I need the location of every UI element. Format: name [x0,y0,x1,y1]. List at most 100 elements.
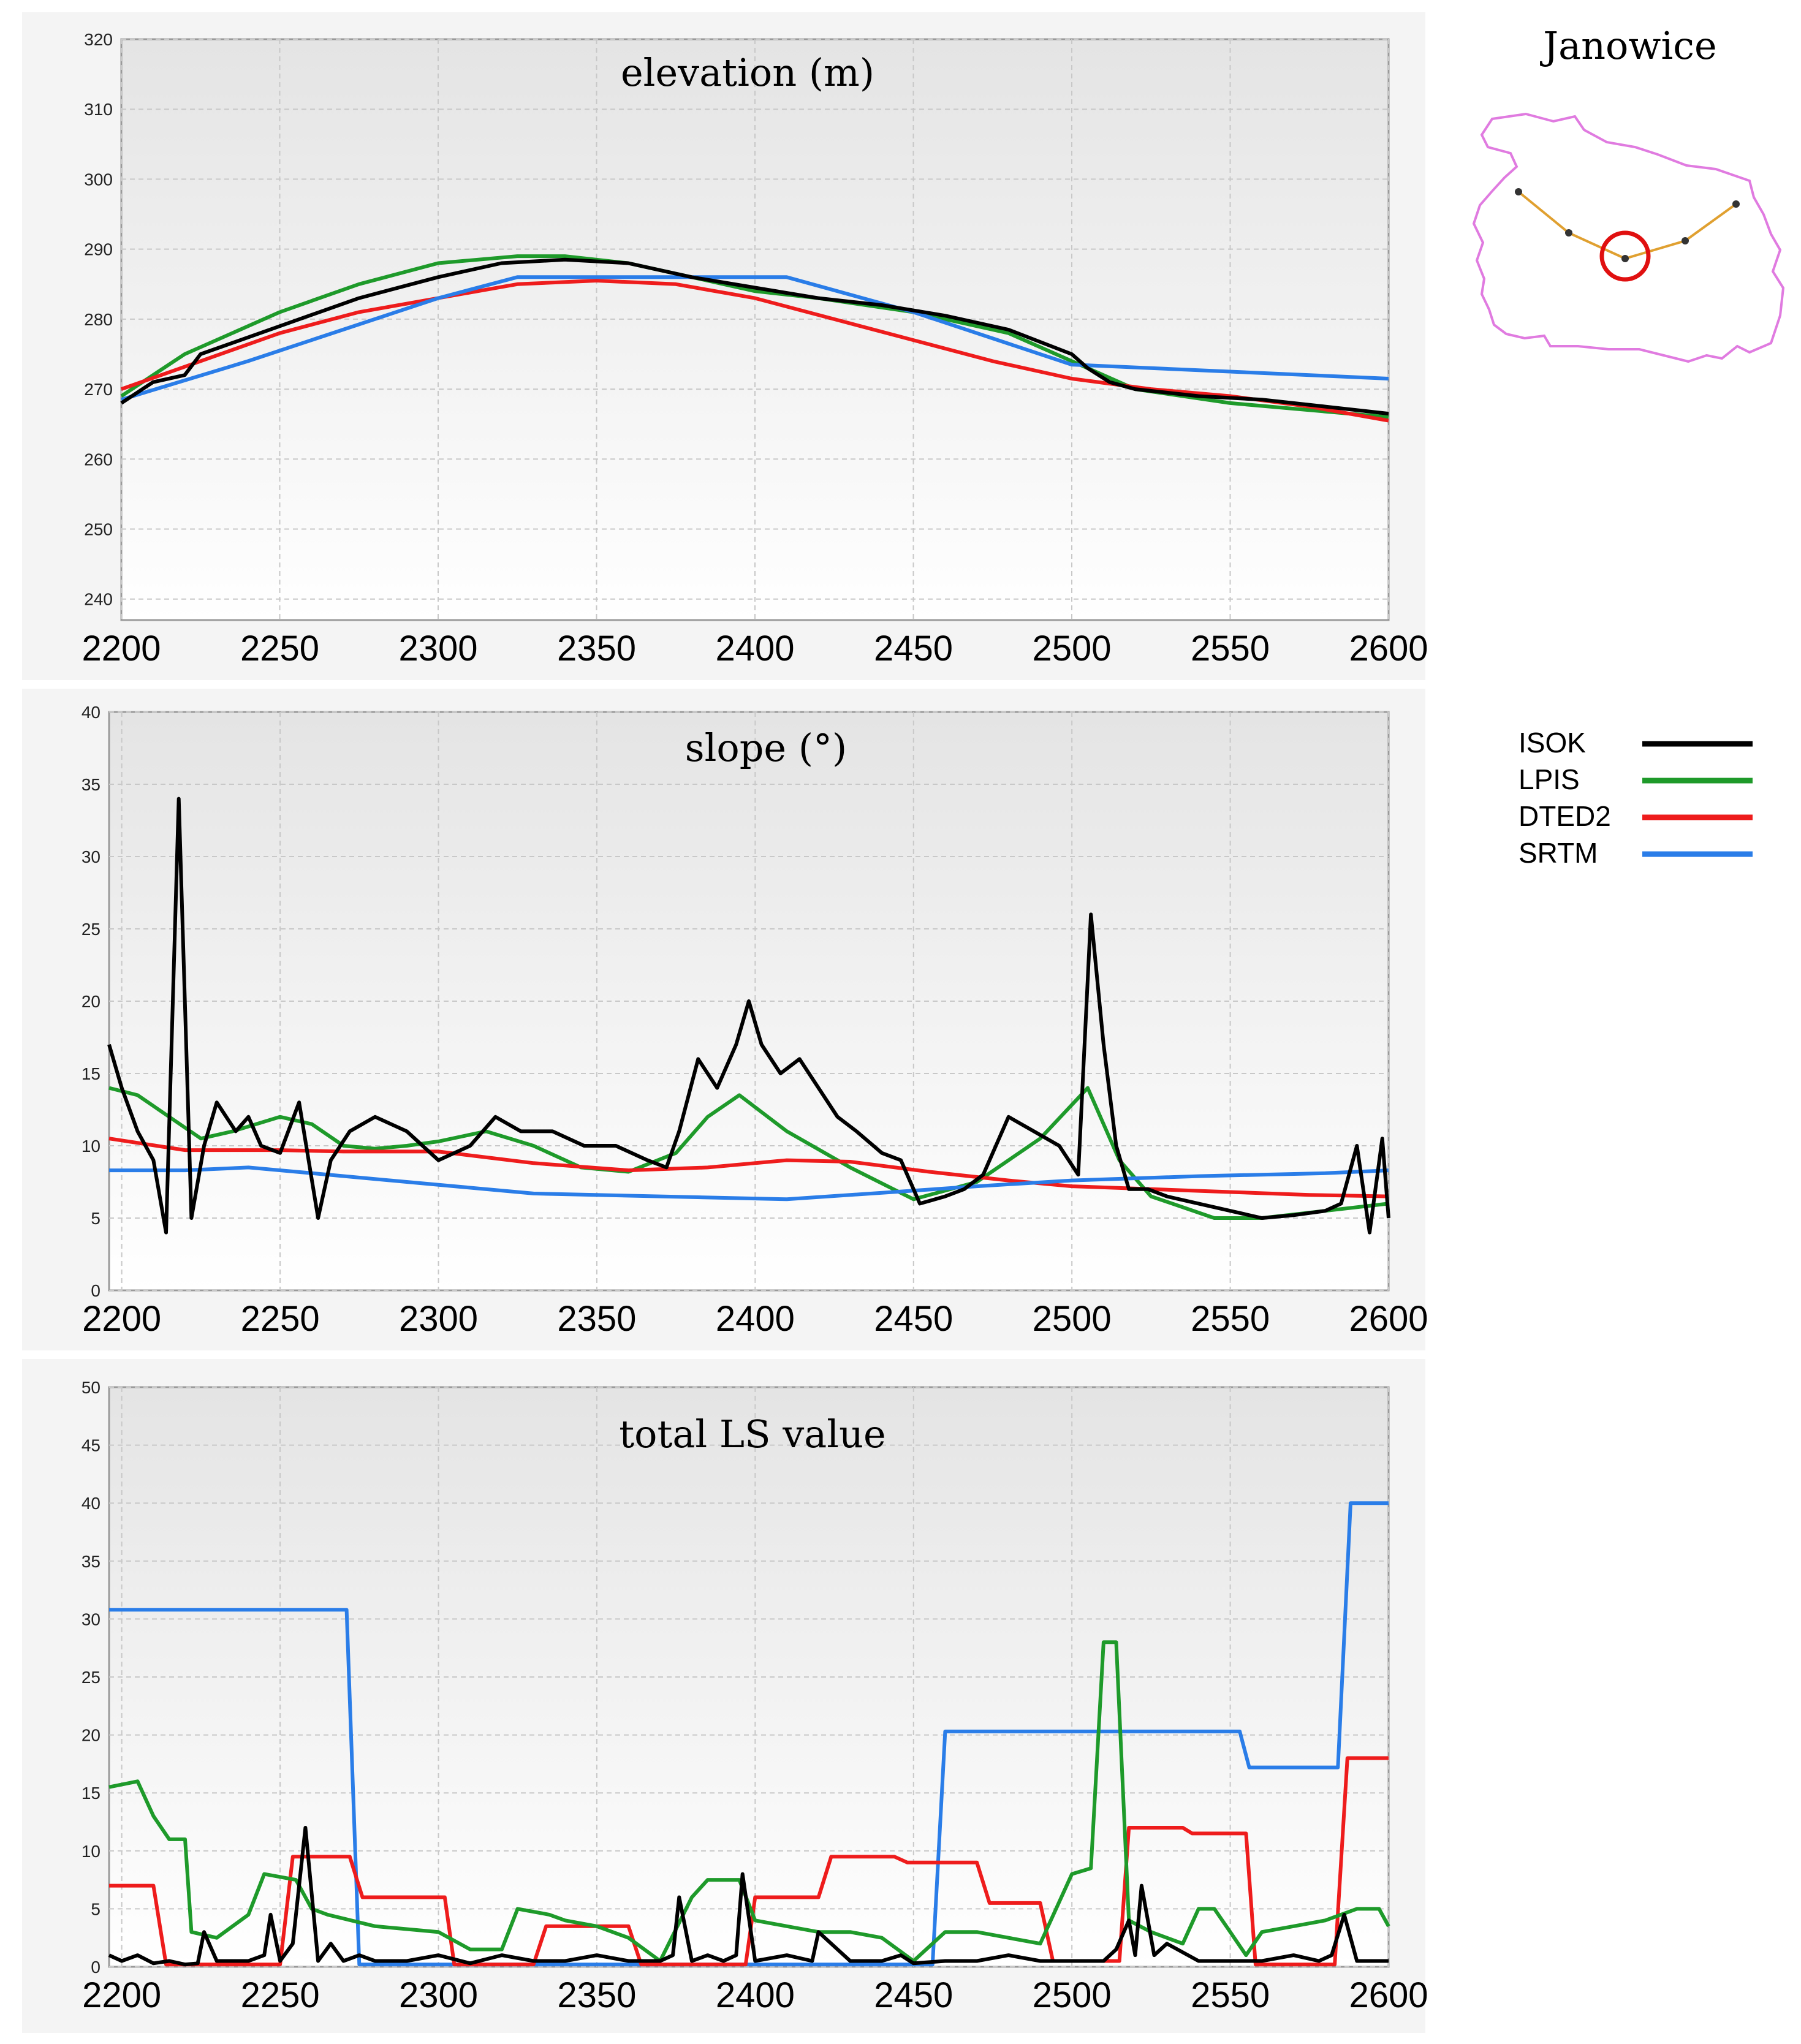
gridlines [121,39,1389,620]
x-tick-label: 2250 [240,629,319,668]
y-tick-label: 15 [82,1064,100,1083]
series-line-isok [120,257,1389,416]
x-tick-label: 2200 [82,629,161,668]
y-tick-label: 25 [82,1668,100,1687]
x-tick-label: 2450 [874,1299,953,1339]
x-tick-label: 2500 [1033,1975,1112,2015]
transect-point [1565,229,1572,237]
x-tick-label: 2600 [1349,629,1428,668]
transect-point [1515,188,1522,195]
series-lines [107,797,1390,1235]
series-line-srtm [121,275,1389,402]
y-tick-label: 20 [82,992,100,1011]
x-tick-label: 2300 [398,629,477,668]
location-map: Janowice [1472,23,1785,363]
series-line-dted2 [108,1137,1389,1198]
y-tick-label: 240 [84,590,113,609]
series-line-isok [108,1826,1389,1967]
x-tick-label: 2450 [874,629,953,668]
ls-value-panel: 0 5 10 15 20 25 30 35 40 45 50 2200 2250 2300 2350 240… [22,1359,1428,2033]
legend-label-dted2: DTED2 [1519,800,1611,832]
x-tick-label: 2550 [1191,1299,1270,1339]
transect-point [1732,200,1740,208]
x-tick-label: 2400 [716,1299,795,1339]
x-tick-label: 2350 [557,1299,636,1339]
x-tick-label: 2250 [241,1299,320,1339]
legend-label-lpis: LPIS [1519,763,1580,795]
y-tick-label: 10 [82,1842,100,1861]
y-tick-labels: 0 5 10 15 20 25 30 35 40 [82,703,100,1300]
y-tick-label: 30 [82,1610,100,1629]
field-boundary-outline [1472,112,1785,363]
y-tick-label: 20 [82,1726,100,1745]
y-tick-label: 260 [84,450,113,469]
x-tick-label: 2600 [1349,1975,1428,2015]
y-tick-label: 15 [82,1784,100,1803]
y-tick-label: 5 [91,1899,100,1918]
y-tick-label: 45 [82,1436,100,1455]
y-tick-label: 40 [82,1494,100,1513]
y-tick-label: 280 [84,310,113,329]
series-line-dted2 [121,279,1389,423]
series-line-lpis [108,1640,1390,1963]
highlight-circle [1599,230,1651,282]
series-lines [108,1501,1390,1967]
x-tick-label: 2500 [1033,1299,1112,1339]
legend: ISOK LPIS DTED2 SRTM [1519,727,1753,869]
x-tick-label: 2600 [1349,1299,1428,1339]
legend-label-isok: ISOK [1519,727,1586,759]
legend-label-srtm: SRTM [1519,837,1598,869]
transect-points [1515,188,1740,262]
transect-point [1682,237,1689,244]
y-tick-label: 250 [84,520,113,539]
series-line-srtm [109,1165,1389,1202]
x-tick-label: 2250 [241,1975,320,2015]
y-tick-labels: 0 5 10 15 20 25 30 35 40 45 50 [82,1378,100,1977]
series-line-srtm [109,1501,1389,1967]
y-tick-label: 270 [84,380,113,399]
y-tick-label: 5 [91,1209,100,1228]
series-line-dted2 [109,1756,1389,1967]
y-tick-label: 30 [82,847,100,866]
y-tick-label: 40 [82,703,100,722]
elevation-panel: 240 250 260 270 280 290 300 310 320 2200 2250 2300… [22,12,1428,680]
x-tick-label: 2500 [1032,629,1111,668]
y-tick-label: 0 [91,1958,100,1977]
series-line-isok [107,797,1390,1235]
y-tick-label: 25 [82,920,100,939]
x-tick-labels: 2200 2250 2300 2350 2400 2450 2500 2550 2600 [82,629,1428,668]
slope-panel: 0 5 10 15 20 25 30 35 40 2200 2250 2300 2350 2400 245… [22,689,1428,1350]
transect-point [1621,255,1629,262]
y-tick-labels: 240 250 260 270 280 290 300 310 320 [84,30,113,609]
series-lines [120,254,1389,423]
x-tick-label: 2200 [82,1975,161,2015]
y-tick-label: 300 [84,170,113,189]
y-tick-label: 10 [82,1137,100,1156]
chart-title: elevation (m) [621,50,874,95]
y-tick-label: 0 [91,1281,100,1300]
x-tick-label: 2300 [399,1975,478,2015]
y-tick-label: 320 [84,30,113,49]
y-tick-label: 50 [82,1378,100,1397]
y-tick-label: 35 [82,775,100,794]
x-tick-label: 2350 [557,629,636,668]
x-tick-label: 2550 [1191,1975,1270,2015]
x-tick-label: 2300 [399,1299,478,1339]
y-tick-label: 35 [82,1552,100,1571]
gridlines [109,1387,1389,1967]
transect-line [1517,191,1737,260]
x-tick-label: 2400 [715,629,794,668]
x-tick-label: 2350 [557,1975,636,2015]
x-tick-label: 2450 [874,1975,953,2015]
chart-title: slope (°) [685,725,847,770]
x-tick-labels: 2200 2250 2300 2350 2400 2450 2500 2550 2600 [82,1299,1428,1339]
x-tick-label: 2200 [82,1299,161,1339]
location-title: Janowice [1539,23,1716,68]
x-tick-labels: 2200 2250 2300 2350 2400 2450 2500 2550 2600 [82,1975,1428,2015]
y-tick-label: 290 [84,240,113,259]
chart-title: total LS value [619,1412,885,1456]
y-tick-label: 310 [84,100,113,119]
x-tick-label: 2550 [1191,629,1270,668]
x-tick-label: 2400 [716,1975,795,2015]
